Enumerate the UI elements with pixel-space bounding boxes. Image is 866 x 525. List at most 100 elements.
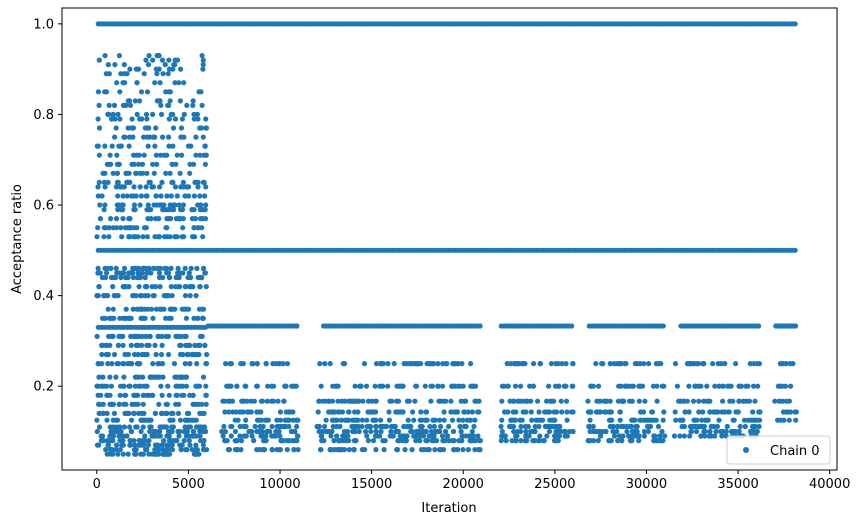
data-point <box>629 417 635 423</box>
data-point <box>690 423 696 430</box>
data-point <box>135 234 141 240</box>
data-point <box>564 409 570 415</box>
data-point <box>196 89 202 95</box>
data-point <box>409 428 415 435</box>
data-point <box>155 442 161 448</box>
data-point <box>388 428 394 435</box>
data-point <box>157 424 163 430</box>
data-point <box>146 342 152 348</box>
data-point <box>294 323 300 329</box>
data-point <box>105 265 111 271</box>
data-point <box>182 265 188 271</box>
data-point <box>326 398 332 404</box>
data-point <box>164 270 170 276</box>
data-point <box>99 274 105 281</box>
data-point <box>595 438 601 444</box>
data-point <box>101 383 107 389</box>
data-point <box>435 361 441 367</box>
data-point <box>184 428 190 435</box>
data-point <box>95 89 101 95</box>
data-point <box>190 98 196 104</box>
data-point <box>163 442 170 448</box>
data-point <box>249 361 255 367</box>
data-point <box>94 333 100 339</box>
data-point <box>96 284 102 290</box>
data-point <box>318 447 324 453</box>
data-point <box>428 398 434 404</box>
data-point <box>199 401 205 407</box>
data-point <box>432 447 438 453</box>
data-point <box>294 433 301 439</box>
data-point <box>619 423 625 430</box>
data-point <box>127 438 133 444</box>
data-point <box>548 361 555 367</box>
data-point <box>681 423 688 430</box>
data-point <box>517 398 524 404</box>
x-tick-label: 30000 <box>626 477 667 492</box>
data-point <box>199 102 205 108</box>
data-point <box>111 351 118 358</box>
data-point <box>126 216 132 222</box>
data-point <box>121 424 127 430</box>
data-point <box>143 333 149 339</box>
data-point <box>128 428 134 435</box>
data-point <box>645 417 651 423</box>
data-point <box>161 293 167 299</box>
data-point <box>137 270 143 276</box>
data-point <box>278 438 285 444</box>
data-point <box>110 401 116 407</box>
data-point <box>596 428 602 435</box>
data-point <box>121 184 127 190</box>
data-point <box>113 265 119 271</box>
data-point <box>263 361 269 367</box>
data-point <box>708 423 714 430</box>
data-point <box>722 409 728 415</box>
data-point <box>95 361 101 367</box>
data-point <box>108 451 114 457</box>
data-point <box>756 423 762 430</box>
data-point <box>611 433 618 439</box>
data-point <box>590 383 596 389</box>
data-point <box>131 234 137 240</box>
data-point <box>413 438 419 444</box>
data-point <box>169 293 175 299</box>
data-point <box>226 398 232 404</box>
data-point <box>113 125 119 131</box>
data-point <box>177 216 183 222</box>
data-point <box>104 417 110 423</box>
data-point <box>136 333 142 339</box>
data-point <box>716 383 722 389</box>
data-point <box>256 417 262 423</box>
data-point <box>96 152 102 158</box>
data-point <box>186 306 192 312</box>
data-point <box>128 342 134 348</box>
data-point <box>402 447 408 453</box>
data-point <box>94 417 100 423</box>
data-point <box>138 306 144 312</box>
data-point <box>792 21 798 27</box>
data-point <box>393 409 399 415</box>
data-point <box>522 438 529 444</box>
data-point <box>168 284 174 290</box>
data-point <box>182 193 188 199</box>
data-point <box>461 423 467 430</box>
data-point <box>326 428 332 435</box>
data-point <box>691 398 697 404</box>
data-point <box>273 433 279 439</box>
data-points <box>94 21 799 457</box>
data-point <box>549 398 555 404</box>
data-point <box>522 361 528 367</box>
data-point <box>585 438 591 444</box>
data-point <box>136 361 142 367</box>
data-point <box>145 216 151 222</box>
data-point <box>410 361 416 367</box>
data-point <box>249 433 255 439</box>
x-tick-label: 25000 <box>534 477 575 492</box>
data-point <box>187 170 193 176</box>
data-point <box>141 442 147 448</box>
data-point <box>502 409 508 415</box>
data-point <box>525 423 531 430</box>
data-point <box>113 184 119 190</box>
data-point <box>95 184 101 190</box>
data-point <box>445 433 451 439</box>
